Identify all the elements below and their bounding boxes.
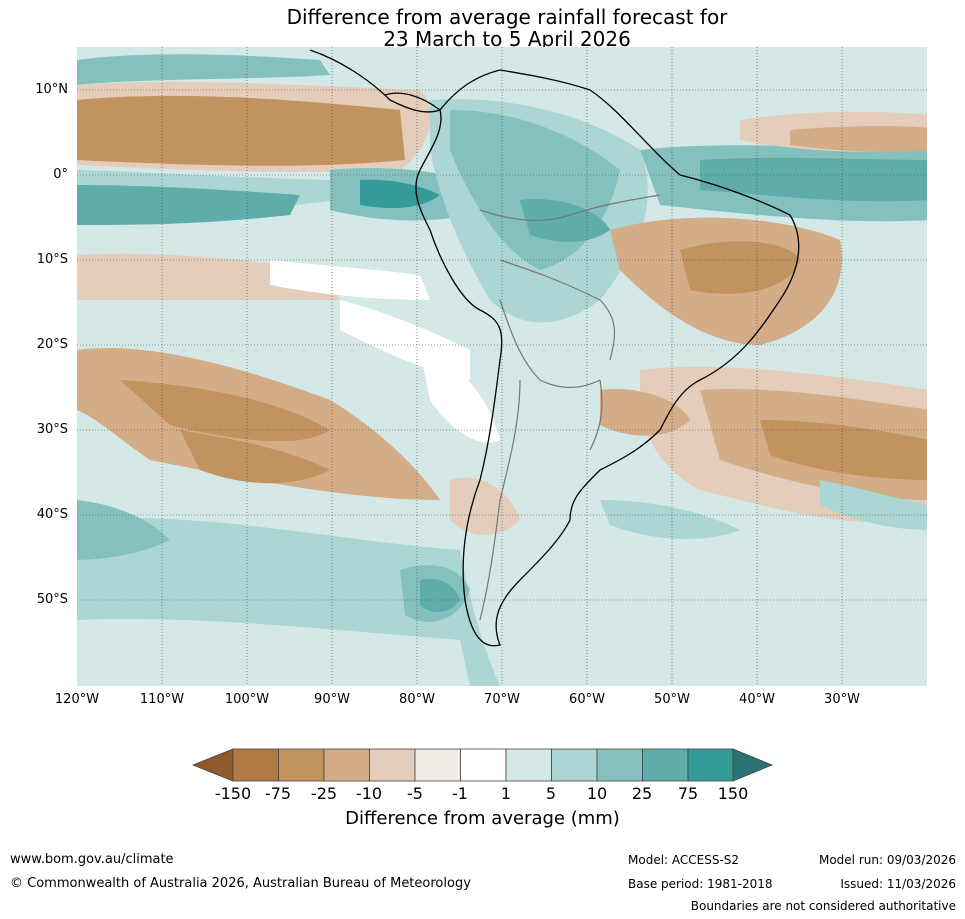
colorbar-tick-label: -5 xyxy=(407,784,423,803)
country-borders xyxy=(479,194,661,621)
colorbar-swatch xyxy=(414,748,461,782)
colorbar-tick-label: 75 xyxy=(677,784,699,803)
colorbar-high-arrow xyxy=(732,748,774,782)
lon-label: 90°W xyxy=(314,692,350,707)
lon-label: 70°W xyxy=(484,692,520,707)
lon-label: 40°W xyxy=(739,692,775,707)
colorbar-tick-label: 10 xyxy=(586,784,608,803)
colorbar-swatch xyxy=(323,748,370,782)
colorbar-swatch xyxy=(460,748,507,782)
graticule xyxy=(77,47,927,686)
colorbar-swatch xyxy=(642,748,689,782)
colorbar-swatch xyxy=(551,748,598,782)
lon-label: 30°W xyxy=(824,692,860,707)
model-name: Model: ACCESS-S2 xyxy=(628,853,740,867)
colorbar-tick-label: -25 xyxy=(310,784,338,803)
colorbar-tick-label: 150 xyxy=(717,784,749,803)
lat-label: 50°S xyxy=(36,592,68,607)
lon-label: 110°W xyxy=(139,692,185,707)
disclaimer: Boundaries are not considered authoritat… xyxy=(690,899,956,913)
map-title-line1: Difference from average rainfall forecas… xyxy=(286,5,728,29)
lat-label: 20°S xyxy=(36,337,68,352)
colorbar-tick-label: 25 xyxy=(631,784,653,803)
lat-label: 0° xyxy=(53,167,68,182)
issued-date: Issued: 11/03/2026 xyxy=(840,877,956,891)
lon-label: 120°W xyxy=(54,692,100,707)
colorbar-tick-label: -75 xyxy=(264,784,292,803)
lon-label: 50°W xyxy=(654,692,690,707)
base-period: Base period: 1981-2018 xyxy=(628,877,773,891)
lat-label: 10°N xyxy=(35,82,68,97)
colorbar xyxy=(191,748,774,782)
colorbar-swatch xyxy=(232,748,279,782)
colorbar-swatch xyxy=(505,748,552,782)
lat-label: 40°S xyxy=(36,507,68,522)
lon-label: 100°W xyxy=(224,692,270,707)
lat-label: 30°S xyxy=(36,422,68,437)
coastline xyxy=(309,49,800,647)
colorbar-swatch xyxy=(278,748,325,782)
colorbar-tick-label: 1 xyxy=(500,784,512,803)
colorbar-swatch xyxy=(596,748,643,782)
lat-label: 10°S xyxy=(36,252,68,267)
colorbar-swatch xyxy=(369,748,416,782)
lon-label: 60°W xyxy=(569,692,605,707)
colorbar-tick-label: 5 xyxy=(545,784,557,803)
colorbar-low-arrow xyxy=(191,748,234,782)
lon-label: 80°W xyxy=(399,692,435,707)
colorbar-tick-label: -150 xyxy=(214,784,252,803)
anomaly-fields xyxy=(77,47,927,686)
website-link[interactable]: www.bom.gov.au/climate xyxy=(10,852,174,867)
colorbar-tick-label: -1 xyxy=(452,784,468,803)
copyright-text: © Commonwealth of Australia 2026, Austra… xyxy=(10,876,471,891)
colorbar-title: Difference from average (mm) xyxy=(345,808,620,829)
model-run-date: Model run: 09/03/2026 xyxy=(818,853,956,867)
colorbar-tick-label: -10 xyxy=(355,784,383,803)
colorbar-swatch xyxy=(687,748,734,782)
